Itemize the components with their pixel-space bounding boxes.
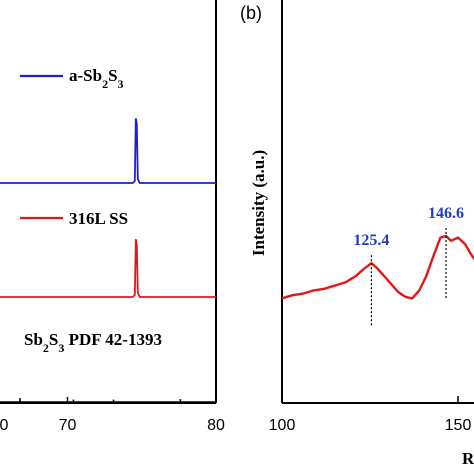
- peak-label-146.6: 146.6: [428, 205, 464, 222]
- panel-a-xtick-label-80: 80: [207, 417, 225, 434]
- panel-b-xtick-label-150: 150: [445, 417, 472, 434]
- series-316l-ss-trace: [0, 239, 216, 298]
- panel-b-x-axis-title: R: [462, 449, 474, 468]
- panel-b-xtick-label-100: 100: [269, 417, 296, 434]
- panel-a-traces: [0, 118, 216, 403]
- raman-spectrum-line: [281, 234, 474, 300]
- legend-label-316l-ss: 316L SS: [69, 209, 128, 228]
- panel-b-y-axis-title: Intensity (a.u.): [249, 150, 268, 256]
- panel-b-xticks: 100150200: [269, 396, 472, 434]
- panel-b-label: (b): [240, 3, 262, 23]
- reference-pattern-label: Sb2S3 PDF 42-1393: [24, 330, 162, 355]
- series-a-sb2s3-trace: [0, 118, 216, 184]
- panel-a-xticks: 0607080: [0, 397, 225, 434]
- peak-label-125.4: 125.4: [353, 232, 389, 249]
- panel-a-xtick-label-70: 70: [59, 417, 77, 434]
- legend-label-a-sb2s3: a-Sb2S3: [69, 66, 124, 91]
- panel-a-xtick-label-0: 0: [0, 417, 9, 434]
